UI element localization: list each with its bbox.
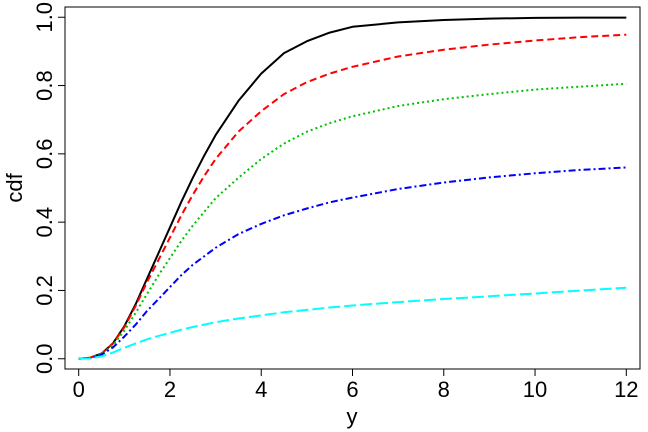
x-tick-label: 8 <box>438 377 450 402</box>
y-tick-label: 0.4 <box>32 207 57 238</box>
y-tick-label: 0.8 <box>32 70 57 101</box>
series-layer <box>78 16 627 360</box>
series-line-4 <box>78 166 627 360</box>
x-axis-label: y <box>347 404 358 429</box>
x-tick-label: 6 <box>346 377 358 402</box>
x-tick-label: 2 <box>164 377 176 402</box>
y-tick-label: 0.6 <box>32 139 57 170</box>
y-tick-label: 1.0 <box>32 2 57 33</box>
series-line-3 <box>78 82 627 360</box>
series-line-1 <box>78 16 627 360</box>
y-tick-label: 0.0 <box>32 343 57 374</box>
y-tick-label: 0.2 <box>32 275 57 306</box>
series-line-2 <box>78 33 627 360</box>
x-tick-label: 0 <box>73 377 85 402</box>
y-axis-label: cdf <box>2 172 27 202</box>
series-line-5 <box>78 286 627 360</box>
x-tick-label: 4 <box>255 377 267 402</box>
y-axis: 0.0 0.2 0.4 0.6 0.8 1.0 <box>32 2 65 374</box>
plot-frame <box>64 6 641 370</box>
x-tick-label: 10 <box>523 377 547 402</box>
x-axis: 0 2 4 6 8 10 12 <box>73 369 639 402</box>
x-tick-label: 12 <box>614 377 638 402</box>
